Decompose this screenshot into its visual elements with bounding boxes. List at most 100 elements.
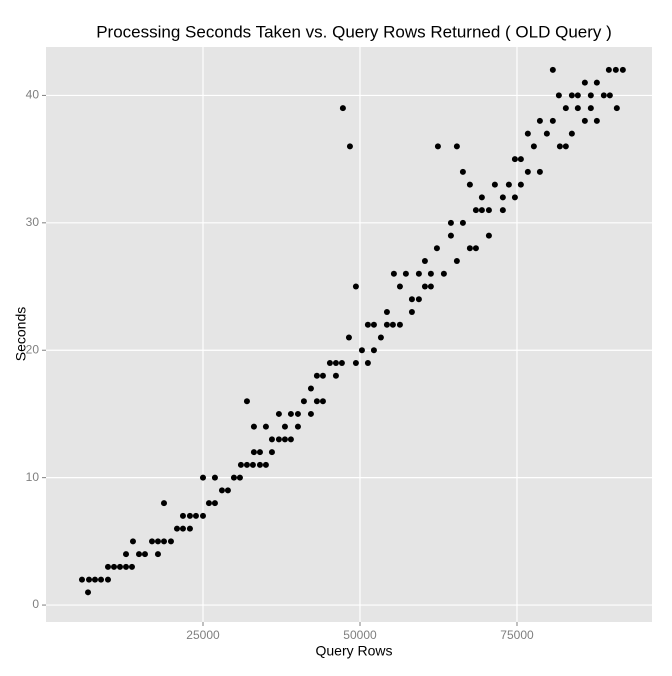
point	[211, 500, 218, 507]
point	[383, 321, 390, 328]
point	[485, 207, 492, 214]
point	[390, 270, 397, 277]
y-tick-label: 40	[26, 88, 40, 102]
point	[326, 359, 333, 366]
chart-title: Processing Seconds Taken vs. Query Rows …	[96, 22, 612, 41]
point	[377, 334, 384, 341]
point	[173, 525, 180, 532]
point	[556, 143, 563, 150]
point	[555, 92, 562, 99]
point	[116, 563, 123, 570]
point	[129, 538, 136, 545]
point	[524, 130, 531, 137]
point	[104, 576, 111, 583]
point	[478, 194, 485, 201]
point	[453, 258, 460, 265]
point	[294, 410, 301, 417]
point	[179, 512, 186, 519]
point	[358, 347, 365, 354]
point	[179, 525, 186, 532]
point	[427, 270, 434, 277]
point	[307, 410, 314, 417]
point	[421, 283, 428, 290]
point	[275, 436, 282, 443]
point	[389, 321, 396, 328]
point	[581, 79, 588, 86]
point	[249, 461, 256, 468]
point	[275, 410, 282, 417]
point	[536, 168, 543, 175]
point	[136, 551, 143, 558]
x-tick-label: 25000	[186, 628, 220, 642]
point	[396, 321, 403, 328]
point	[111, 563, 118, 570]
point	[199, 512, 206, 519]
point	[485, 232, 492, 239]
point	[345, 334, 352, 341]
point	[230, 474, 237, 481]
point	[205, 500, 212, 507]
point	[605, 66, 612, 73]
point	[370, 347, 377, 354]
point	[612, 66, 619, 73]
point	[85, 589, 92, 596]
point	[396, 283, 403, 290]
point	[281, 436, 288, 443]
point	[606, 92, 613, 99]
point	[543, 130, 550, 137]
point	[433, 245, 440, 252]
point	[427, 283, 434, 290]
point	[287, 410, 294, 417]
point	[332, 359, 339, 366]
point	[154, 551, 161, 558]
point	[250, 423, 257, 430]
point	[352, 283, 359, 290]
point	[250, 449, 257, 456]
point	[300, 398, 307, 405]
point	[421, 258, 428, 265]
point	[243, 461, 250, 468]
point	[459, 219, 466, 226]
y-axis-label: Seconds	[13, 307, 29, 361]
point	[453, 143, 460, 150]
point	[224, 487, 231, 494]
point	[218, 487, 225, 494]
point	[593, 79, 600, 86]
point	[619, 66, 626, 73]
point	[287, 436, 294, 443]
point	[511, 194, 518, 201]
point	[447, 232, 454, 239]
point	[313, 372, 320, 379]
point	[491, 181, 498, 188]
point	[466, 245, 473, 252]
point	[408, 296, 415, 303]
point	[192, 512, 199, 519]
point	[600, 92, 607, 99]
point	[346, 143, 353, 150]
point	[370, 321, 377, 328]
point	[262, 423, 269, 430]
point	[211, 474, 218, 481]
point	[364, 321, 371, 328]
point	[466, 181, 473, 188]
point	[472, 245, 479, 252]
point	[415, 270, 422, 277]
point	[339, 105, 346, 112]
x-axis-label: Query Rows	[315, 643, 392, 659]
point	[319, 398, 326, 405]
point	[123, 563, 130, 570]
point	[237, 461, 244, 468]
point	[568, 92, 575, 99]
point	[517, 156, 524, 163]
point	[562, 105, 569, 112]
x-tick-label: 50000	[343, 628, 377, 642]
point	[568, 130, 575, 137]
y-tick-label: 20	[26, 342, 40, 356]
point	[447, 219, 454, 226]
point	[593, 117, 600, 124]
y-tick-label: 10	[26, 470, 40, 484]
y-tick-label: 0	[32, 597, 39, 611]
point	[141, 551, 148, 558]
point	[86, 576, 93, 583]
point	[613, 105, 620, 112]
